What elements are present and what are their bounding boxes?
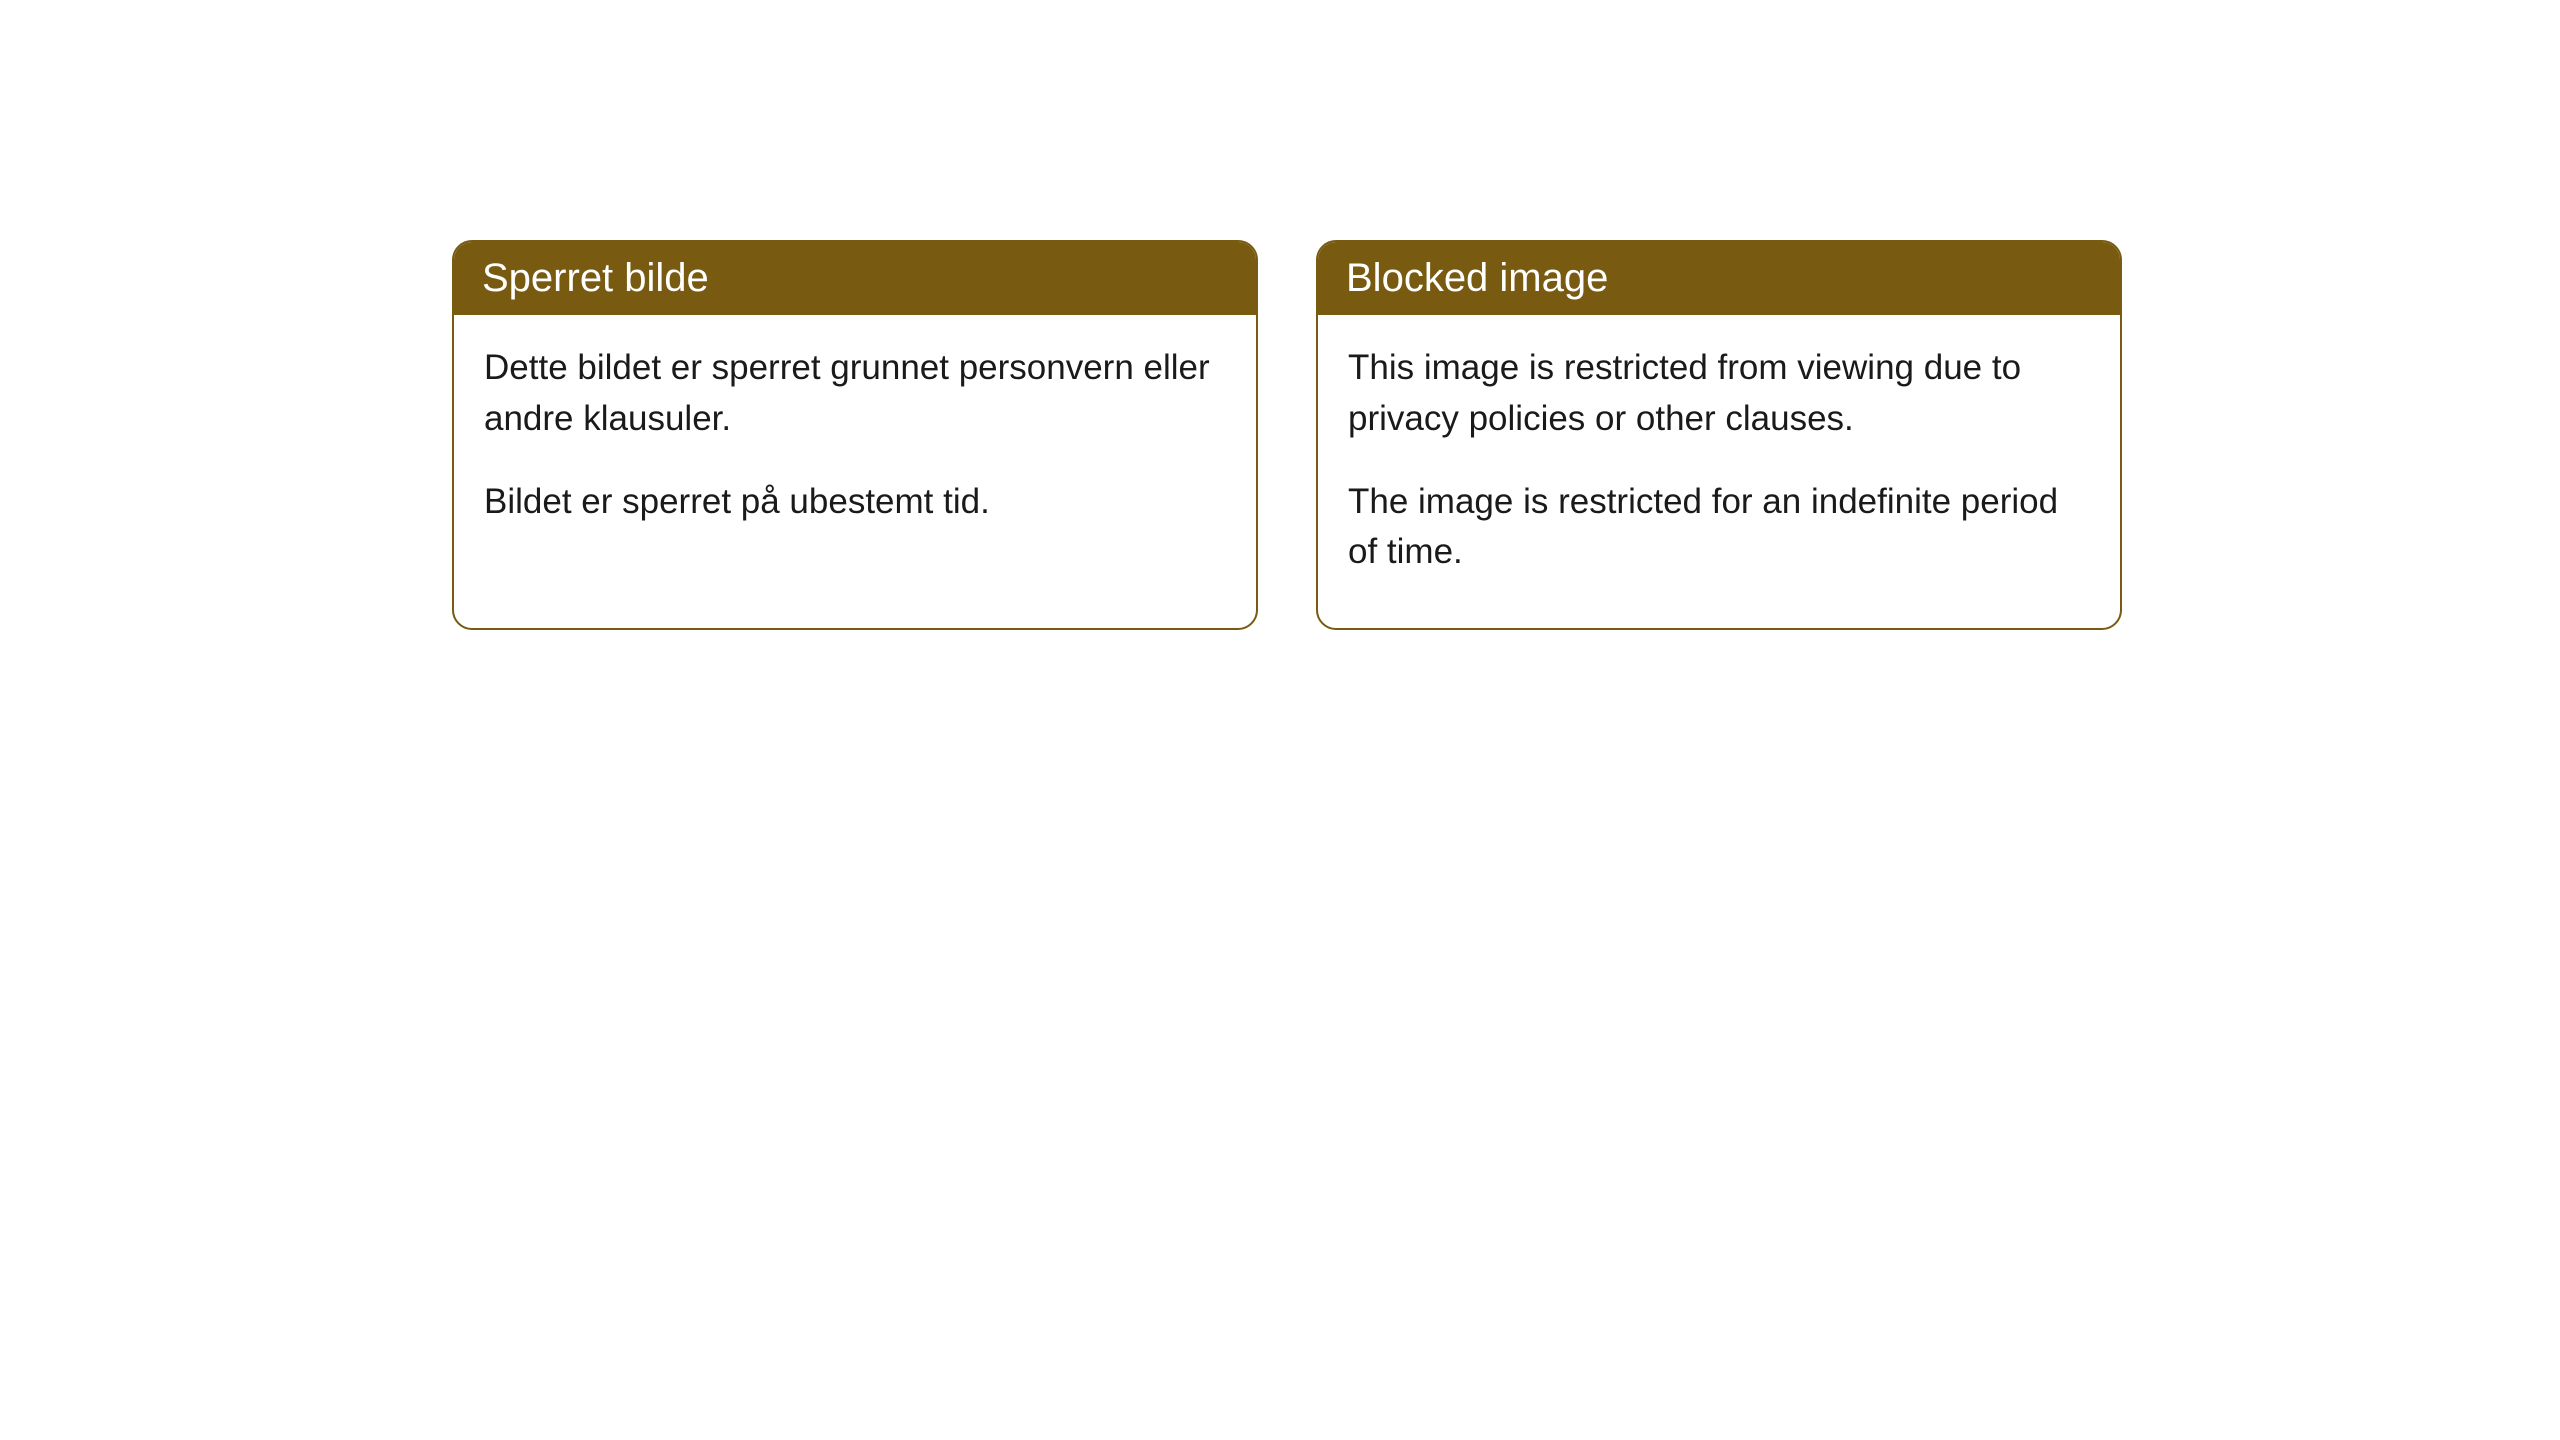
- notice-cards-container: Sperret bilde Dette bildet er sperret gr…: [0, 0, 2560, 630]
- card-header: Sperret bilde: [454, 242, 1256, 315]
- card-body: This image is restricted from viewing du…: [1318, 315, 2120, 628]
- card-paragraph: Dette bildet er sperret grunnet personve…: [484, 343, 1226, 445]
- card-header: Blocked image: [1318, 242, 2120, 315]
- card-paragraph: The image is restricted for an indefinit…: [1348, 477, 2090, 579]
- card-title: Blocked image: [1346, 256, 1608, 300]
- blocked-image-card-norwegian: Sperret bilde Dette bildet er sperret gr…: [452, 240, 1258, 630]
- blocked-image-card-english: Blocked image This image is restricted f…: [1316, 240, 2122, 630]
- card-body: Dette bildet er sperret grunnet personve…: [454, 315, 1256, 577]
- card-title: Sperret bilde: [482, 256, 709, 300]
- card-paragraph: Bildet er sperret på ubestemt tid.: [484, 477, 1226, 528]
- card-paragraph: This image is restricted from viewing du…: [1348, 343, 2090, 445]
